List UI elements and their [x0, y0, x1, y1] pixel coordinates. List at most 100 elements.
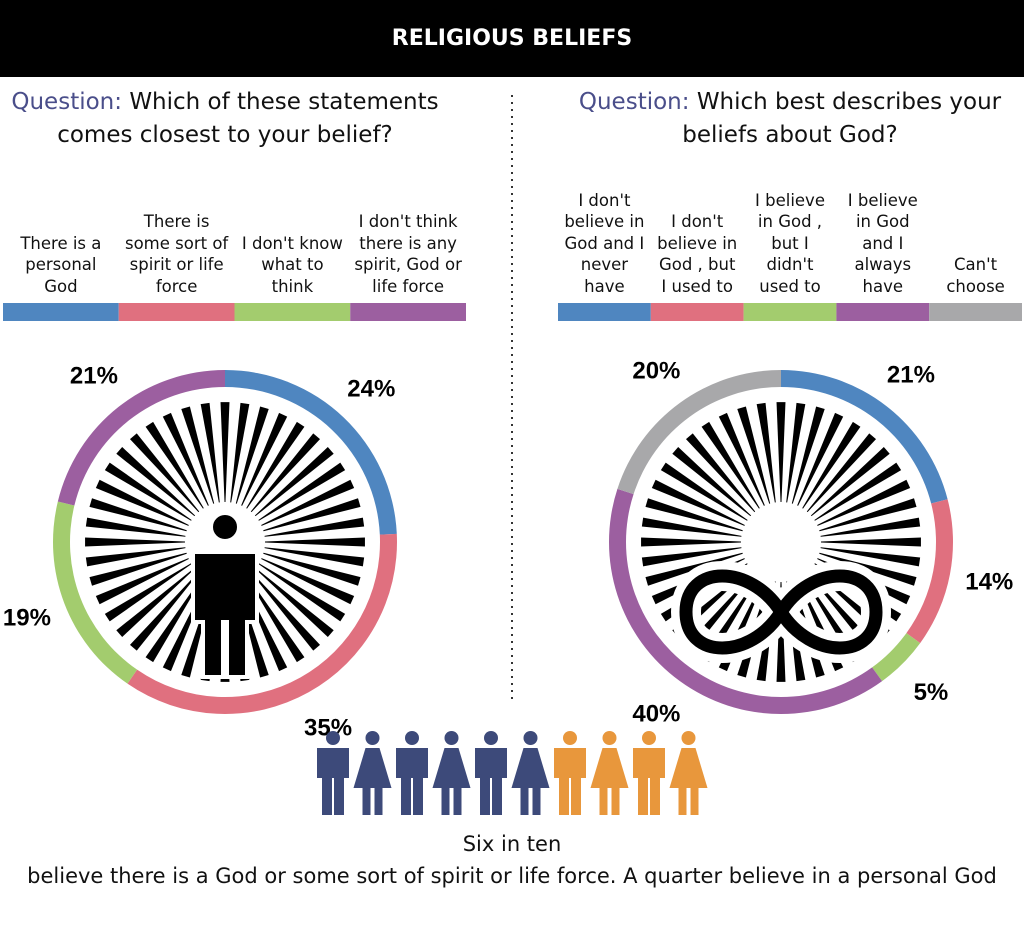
- people-icon: [326, 731, 340, 745]
- ray: [230, 402, 250, 503]
- ray: [819, 498, 917, 532]
- people-icon: [365, 731, 380, 745]
- legend-label: I don't think there is any spirit, God o…: [354, 212, 462, 296]
- people-icon: [396, 748, 428, 815]
- ray: [145, 575, 204, 663]
- ray: [641, 517, 742, 537]
- donut-segment: [225, 370, 397, 535]
- legend-swatch: [234, 303, 351, 321]
- donut-segment: [609, 488, 883, 714]
- people-icon: [590, 748, 629, 815]
- question-text: Which best describes your beliefs about …: [682, 89, 1002, 148]
- ray: [89, 498, 187, 532]
- ray: [806, 433, 877, 513]
- ray: [104, 563, 192, 622]
- donut-segment: [127, 533, 398, 714]
- ray: [814, 462, 902, 521]
- ray: [264, 517, 365, 537]
- ray: [810, 446, 890, 517]
- legend-swatch: [118, 303, 235, 321]
- ray: [701, 421, 760, 509]
- donut-segment: [872, 633, 921, 682]
- people-icon: [523, 731, 538, 745]
- ray: [718, 412, 765, 506]
- ray: [95, 479, 189, 526]
- infinity-icon: [679, 569, 883, 655]
- people-icon: [317, 748, 349, 815]
- ray: [258, 462, 346, 521]
- ray: [261, 558, 355, 605]
- ray: [162, 412, 209, 506]
- donut-segment: [617, 370, 781, 495]
- question-text: Which of these statements comes closest …: [57, 89, 439, 148]
- ray: [820, 537, 921, 547]
- ray: [116, 567, 196, 638]
- header-title: RELIGIOUS BELIEFS: [0, 0, 1024, 77]
- ray: [261, 479, 355, 526]
- footer-text: believe there is a God or some sort of s…: [27, 864, 997, 888]
- legend-swatch: [350, 303, 466, 321]
- donut-segment: [906, 499, 953, 644]
- person-icon: [191, 550, 259, 679]
- legend-label: There is a personal God: [20, 233, 102, 296]
- ray: [241, 412, 288, 506]
- ray: [797, 412, 844, 506]
- question-label: Question:: [11, 89, 122, 115]
- legend-label: There is some sort of spirit or life for…: [124, 212, 229, 296]
- legend-swatch: [558, 303, 651, 321]
- ray: [85, 547, 186, 567]
- value-label: 20%: [632, 357, 680, 384]
- people-icon: [633, 748, 665, 815]
- people-icon: [642, 731, 656, 745]
- ray: [263, 552, 361, 586]
- ray: [264, 537, 365, 547]
- legend-label: I believe in God , but I didn't used to: [755, 190, 825, 296]
- people-icon: [511, 748, 550, 815]
- ray: [672, 446, 752, 517]
- value-label: 21%: [887, 361, 935, 388]
- legend-swatch: [3, 303, 119, 321]
- ray: [85, 517, 186, 537]
- people-icon: [405, 731, 419, 745]
- people-icon: [432, 748, 471, 815]
- people-icon: [475, 748, 507, 815]
- ray: [756, 402, 776, 503]
- ray: [89, 552, 187, 586]
- ray: [791, 406, 825, 504]
- legend-label: Can't choose: [946, 255, 1005, 296]
- ray: [129, 433, 200, 513]
- legend-label: I believe in God and I always have: [847, 190, 918, 296]
- ray: [254, 446, 334, 517]
- donut-segment: [53, 501, 138, 684]
- ray: [246, 575, 305, 663]
- ray: [95, 558, 189, 605]
- ray: [254, 567, 334, 638]
- ray: [263, 498, 361, 532]
- ray: [220, 402, 230, 503]
- ray: [250, 433, 321, 513]
- ray: [660, 462, 748, 521]
- ray: [641, 547, 742, 567]
- ray: [116, 446, 196, 517]
- ray: [258, 563, 346, 622]
- question: Question: Which of these statements come…: [5, 86, 445, 152]
- donut-segment: [781, 370, 948, 504]
- donut-segment: [57, 370, 225, 506]
- ray: [104, 462, 192, 521]
- people-icon: [444, 731, 459, 745]
- ray: [200, 402, 220, 503]
- legend-label: I don't believe in God and I never have: [564, 190, 645, 296]
- legend-label: I don't know what to think: [241, 233, 343, 296]
- people-icon: [563, 731, 577, 745]
- ray: [645, 498, 743, 532]
- ray: [264, 547, 365, 567]
- value-label: 40%: [632, 701, 680, 728]
- people-icon: [353, 748, 392, 815]
- people-icon: [669, 748, 708, 815]
- ray: [246, 421, 305, 509]
- ray: [786, 402, 806, 503]
- ray: [802, 421, 861, 509]
- value-label: 19%: [3, 605, 51, 632]
- ray: [817, 479, 911, 526]
